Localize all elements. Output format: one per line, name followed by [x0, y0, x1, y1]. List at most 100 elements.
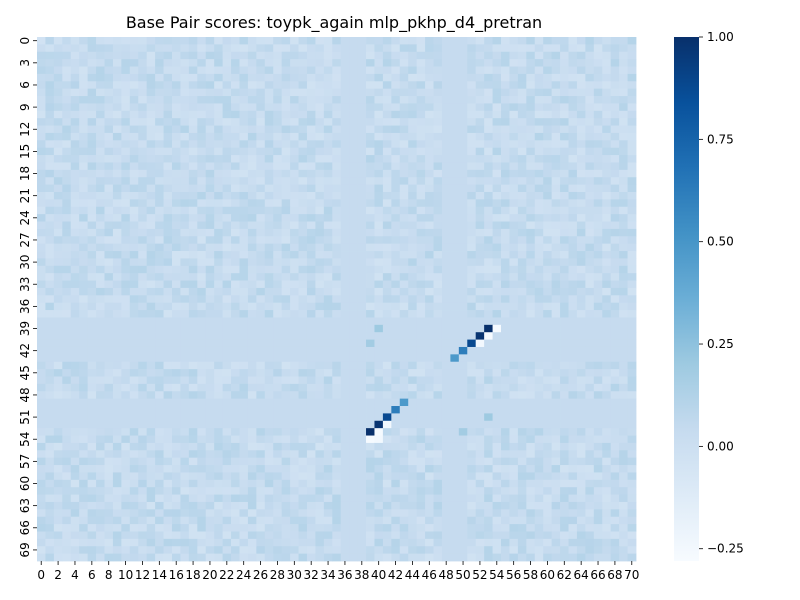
heatmap-cell [492, 118, 502, 126]
heatmap-cell [231, 273, 240, 281]
heatmap-cell [62, 206, 72, 215]
heatmap-cell [315, 251, 325, 259]
heatmap-cell [391, 73, 401, 82]
heatmap-cell [87, 184, 97, 193]
heatmap-cell [79, 96, 89, 104]
heatmap-cell [619, 420, 628, 429]
heatmap-cell [214, 479, 224, 488]
heatmap-cell [37, 346, 46, 355]
heatmap-cell [163, 243, 173, 252]
heatmap-cell [627, 88, 637, 97]
heatmap-cell [298, 184, 308, 193]
heatmap-cell [534, 354, 544, 363]
heatmap-cell [433, 147, 443, 156]
heatmap-cell [96, 118, 105, 126]
heatmap-cell [104, 428, 114, 436]
heatmap-cell [222, 479, 232, 488]
heatmap-cell [239, 501, 249, 510]
heatmap-cell [214, 383, 224, 392]
heatmap-cell [576, 435, 586, 444]
heatmap-cell [290, 96, 299, 104]
heatmap-cell [62, 59, 72, 67]
heatmap-cell [357, 228, 367, 237]
heatmap-cell [37, 494, 46, 503]
heatmap-cell [399, 354, 409, 363]
heatmap-cell [222, 280, 232, 289]
heatmap-cell [197, 398, 207, 407]
heatmap-cell [509, 302, 519, 311]
heatmap-cell [340, 339, 350, 348]
heatmap-cell [214, 243, 224, 252]
heatmap-cell [543, 524, 553, 532]
heatmap-cell [121, 406, 131, 414]
heatmap-cell [155, 221, 164, 230]
heatmap-cell [425, 339, 434, 348]
heatmap-cell [96, 280, 105, 289]
heatmap-cell [340, 243, 350, 252]
heatmap-cell [585, 73, 595, 82]
heatmap-cell [163, 177, 173, 186]
heatmap-cell [332, 302, 342, 311]
heatmap-cell [315, 125, 325, 134]
heatmap-cell [315, 346, 325, 355]
heatmap-cell [146, 383, 156, 392]
heatmap-cell [239, 177, 249, 186]
heatmap-cell [96, 413, 105, 422]
heatmap-cell [231, 324, 240, 333]
heatmap-cell [408, 44, 418, 53]
heatmap-cell [374, 221, 384, 230]
heatmap-cell [568, 435, 578, 444]
heatmap-cell [323, 184, 333, 193]
heatmap-cell [526, 147, 536, 156]
heatmap-cell [433, 132, 443, 141]
heatmap-cell [357, 546, 367, 555]
heatmap-cell [239, 59, 249, 67]
heatmap-cell [382, 243, 392, 252]
heatmap-cell [619, 59, 628, 67]
heatmap-cell [222, 221, 232, 230]
heatmap-cell [247, 361, 257, 370]
heatmap-cell [222, 310, 232, 318]
heatmap-cell [458, 420, 468, 429]
heatmap-cell [543, 228, 553, 237]
heatmap-cell [475, 442, 485, 451]
heatmap-cell [239, 457, 249, 466]
heatmap-cell [374, 177, 384, 186]
heatmap-cell [163, 546, 173, 555]
heatmap-cell [214, 110, 224, 119]
heatmap-cell [155, 501, 164, 510]
heatmap-cell [619, 383, 628, 392]
heatmap-cell [121, 465, 131, 473]
heatmap-cell [501, 494, 510, 503]
heatmap-cell [593, 37, 603, 45]
heatmap-cell [121, 391, 131, 400]
heatmap-cell [492, 221, 502, 230]
heatmap-cell [222, 287, 232, 296]
heatmap-cell [509, 501, 519, 510]
heatmap-cell [45, 162, 55, 171]
heatmap-cell [70, 73, 80, 82]
heatmap-cell [112, 96, 122, 104]
heatmap-cell [256, 37, 266, 45]
heatmap-cell [534, 531, 544, 540]
heatmap-cell [399, 273, 409, 281]
heatmap-cell [450, 214, 460, 222]
heatmap-cell [450, 103, 460, 112]
heatmap-cell [239, 295, 249, 304]
heatmap-cell [37, 88, 46, 97]
heatmap-cell [96, 501, 105, 510]
heatmap-cell [357, 501, 367, 510]
heatmap-cell [585, 44, 595, 53]
heatmap-cell [349, 346, 358, 355]
heatmap-cell [576, 177, 586, 186]
heatmap-cell [146, 324, 156, 333]
heatmap-cell [602, 162, 612, 171]
heatmap-cell [37, 295, 46, 304]
heatmap-cell [467, 538, 477, 547]
heatmap-cell [323, 73, 333, 82]
heatmap-cell [391, 236, 401, 245]
heatmap-cell [96, 228, 105, 237]
heatmap-cell [340, 228, 350, 237]
heatmap-cell [205, 265, 215, 274]
heatmap-cell [534, 103, 544, 112]
